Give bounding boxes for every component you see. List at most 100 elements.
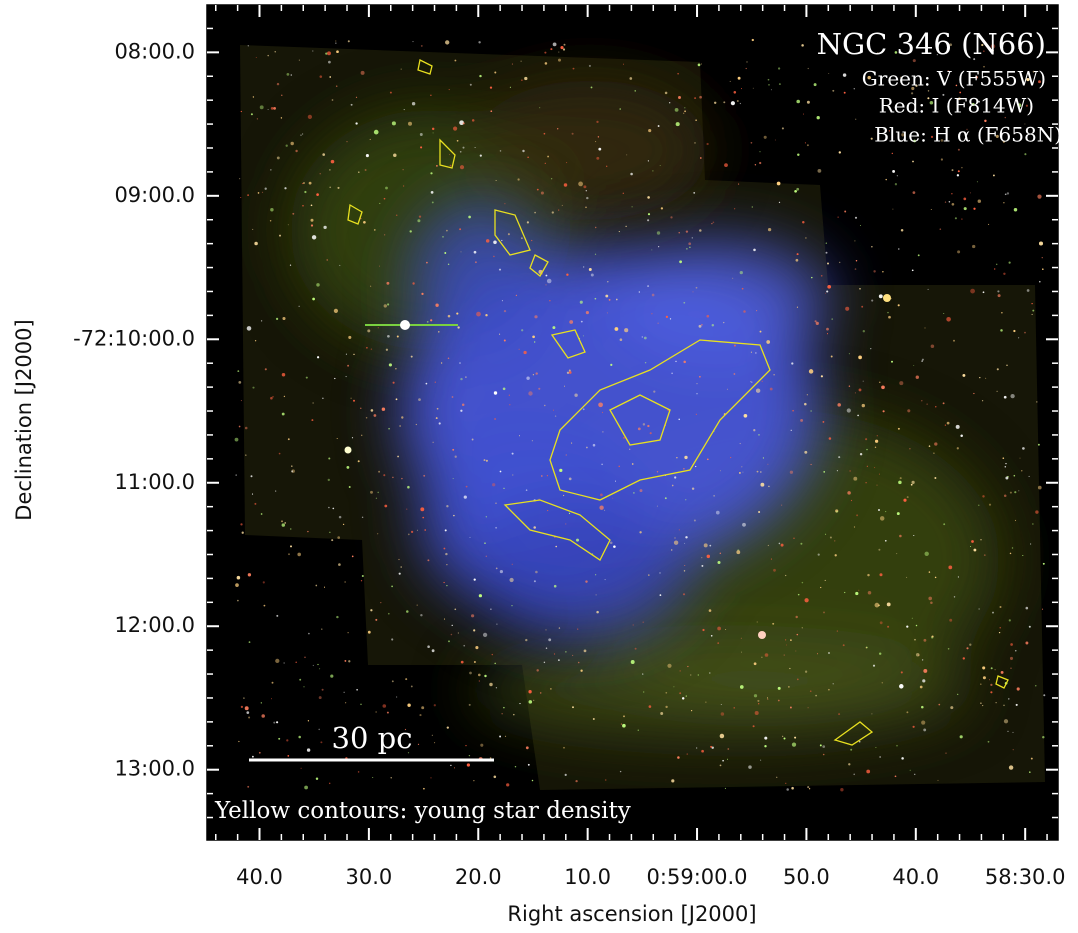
star: [957, 250, 961, 254]
star: [673, 686, 675, 688]
star: [289, 264, 292, 266]
star: [817, 553, 820, 556]
star: [545, 629, 547, 631]
star: [958, 97, 961, 101]
y-tick-label: 12:00.0: [114, 613, 195, 637]
star: [504, 735, 507, 737]
star: [329, 76, 332, 78]
star: [648, 705, 652, 708]
star: [401, 416, 404, 419]
star: [395, 214, 398, 216]
star: [574, 393, 578, 397]
star: [422, 516, 425, 519]
annotation: Yellow contours: young star density: [214, 798, 631, 824]
star: [665, 315, 669, 319]
star: [759, 161, 762, 165]
star: [568, 512, 571, 515]
star: [937, 779, 939, 781]
star: [717, 642, 720, 644]
star: [557, 128, 559, 130]
star: [926, 403, 928, 405]
star: [380, 602, 382, 604]
star: [321, 628, 323, 630]
star: [473, 578, 476, 581]
star: [407, 121, 413, 126]
star: [778, 542, 781, 545]
star: [572, 654, 574, 656]
star: [534, 341, 536, 343]
star: [837, 216, 839, 218]
star: [998, 631, 1001, 634]
star: [1003, 202, 1005, 204]
star: [994, 268, 996, 270]
star: [474, 146, 476, 149]
star: [499, 150, 502, 152]
star: [575, 779, 578, 783]
star: [1025, 104, 1028, 107]
star: [287, 224, 289, 226]
star: [801, 581, 804, 584]
star: [519, 435, 520, 437]
star: [900, 229, 904, 232]
star: [375, 711, 377, 713]
star: [579, 300, 583, 304]
star: [698, 324, 702, 328]
star: [917, 254, 920, 257]
star: [693, 191, 696, 194]
star: [552, 409, 555, 411]
star: [454, 608, 457, 611]
star: [828, 652, 830, 654]
star: [460, 660, 464, 664]
star: [854, 268, 857, 270]
star: [683, 112, 685, 114]
star: [552, 42, 557, 47]
star: [767, 544, 769, 546]
star: [879, 381, 881, 383]
star: [751, 206, 753, 208]
star: [1031, 302, 1033, 305]
star: [800, 542, 803, 545]
star: [681, 697, 685, 700]
star: [800, 418, 804, 422]
star: [417, 743, 420, 746]
star: [647, 219, 650, 222]
star: [596, 156, 600, 160]
star: [407, 533, 410, 536]
star: [804, 402, 807, 406]
star: [515, 294, 518, 297]
star: [776, 181, 781, 186]
star: [930, 135, 934, 139]
star: [568, 477, 572, 481]
star: [318, 696, 322, 700]
star: [633, 492, 635, 494]
star: [287, 755, 290, 757]
star: [465, 376, 467, 378]
star: [449, 164, 452, 167]
star: [982, 705, 984, 707]
star: [969, 545, 972, 548]
star: [545, 274, 548, 277]
star: [810, 410, 812, 412]
star: [594, 253, 597, 255]
star: [736, 550, 741, 555]
star: [498, 268, 502, 271]
star: [696, 747, 698, 749]
star: [365, 154, 369, 158]
star: [767, 78, 770, 81]
star: [462, 122, 465, 125]
star: [338, 563, 341, 566]
star: [685, 499, 687, 501]
star: [686, 753, 688, 755]
star: [1036, 401, 1038, 403]
star: [282, 316, 286, 321]
star: [378, 265, 381, 267]
star: [485, 516, 487, 518]
star: [551, 211, 554, 214]
star: [671, 372, 673, 375]
star: [949, 43, 953, 47]
star: [346, 465, 350, 469]
star: [430, 777, 432, 779]
x-tick-label: 58:30.0: [985, 865, 1066, 889]
star: [344, 659, 347, 662]
star: [339, 264, 341, 266]
